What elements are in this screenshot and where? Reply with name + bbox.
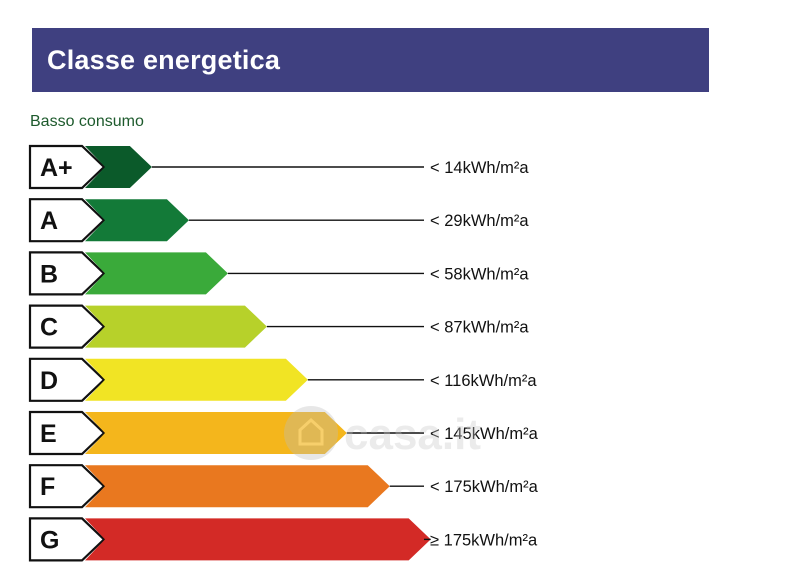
energy-class-row-b: B < 58kWh/m²a [28, 251, 529, 296]
class-bar-f [85, 465, 390, 508]
subtitle-low-consumption: Basso consumo [30, 113, 144, 130]
energy-class-row-e: E < 145kWh/m²a [28, 410, 539, 456]
class-label-box [28, 304, 106, 349]
energy-class-row-f: F < 175kWh/m²a [28, 464, 539, 509]
class-threshold: < 116kWh/m²a [430, 372, 537, 390]
class-label-box [28, 517, 106, 562]
energy-class-row-a-plus: A+ < 14kWh/m²a [28, 144, 529, 190]
class-threshold: < 58kWh/m²a [430, 265, 529, 283]
class-label-box [28, 464, 106, 509]
class-label: A [40, 207, 58, 235]
class-threshold: < 175kWh/m²a [430, 478, 539, 496]
energy-class-row-a: A < 29kWh/m²a [28, 198, 529, 243]
class-label-box [28, 251, 106, 296]
class-label-box [28, 410, 106, 456]
class-label: D [40, 367, 58, 395]
class-threshold: < 145kWh/m²a [430, 425, 539, 443]
class-threshold: < 14kWh/m²a [430, 159, 529, 177]
class-label: B [40, 260, 58, 288]
class-label-box [28, 357, 106, 402]
class-threshold: < 87kWh/m²a [430, 319, 529, 337]
class-bar-g [85, 518, 431, 561]
class-bar-a [85, 199, 189, 242]
class-label: A+ [40, 154, 73, 182]
class-label-box [28, 198, 106, 243]
class-threshold: ≥ 175kWh/m²a [430, 531, 538, 549]
class-bar-e [85, 412, 347, 454]
energy-class-row-g: G ≥ 175kWh/m²a [28, 517, 538, 562]
class-label-box [28, 144, 106, 190]
class-label: C [40, 314, 58, 342]
page-title: Classe energetica [47, 45, 281, 75]
class-bar-b [85, 252, 228, 295]
energy-class-row-d: D < 116kWh/m²a [28, 357, 537, 402]
class-label: G [40, 526, 59, 554]
class-bar-c [85, 305, 267, 348]
class-threshold: < 29kWh/m²a [430, 212, 529, 230]
class-label: E [40, 420, 57, 448]
class-bar-a-plus [85, 146, 152, 188]
class-label: F [40, 473, 55, 501]
class-bar-d [85, 358, 308, 401]
header-banner: Classe energetica [32, 28, 709, 92]
energy-class-row-c: C < 87kWh/m²a [28, 304, 529, 349]
